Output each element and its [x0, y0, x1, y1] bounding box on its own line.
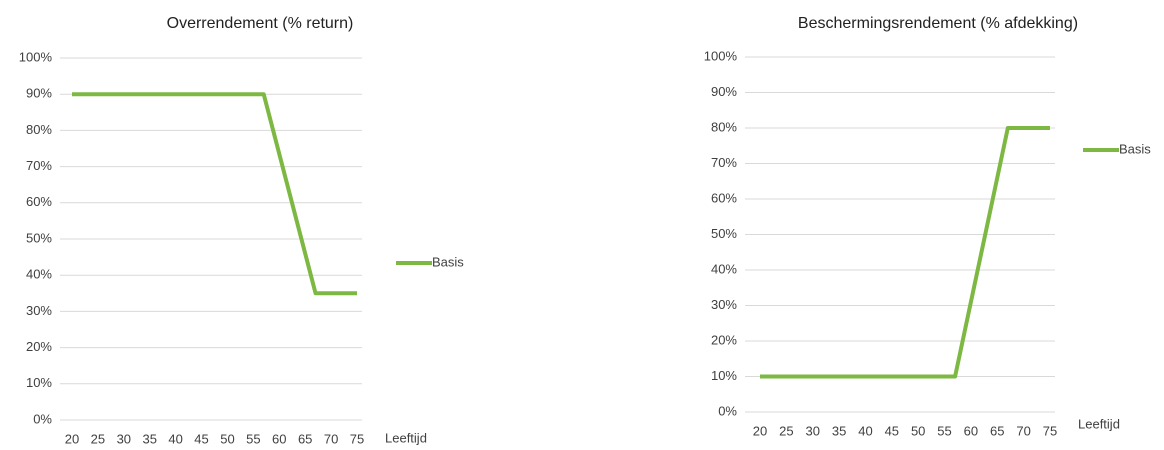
- x-tick-label: 65: [298, 431, 312, 446]
- x-tick-label: 75: [1043, 423, 1057, 438]
- y-tick-label: 0%: [33, 411, 52, 426]
- x-tick-label: 30: [805, 423, 819, 438]
- x-tick-label: 75: [350, 431, 364, 446]
- y-tick-label: 90%: [711, 84, 737, 99]
- y-tick-label: 10%: [26, 375, 52, 390]
- y-tick-label: 70%: [711, 155, 737, 170]
- data-line: [760, 126, 1050, 379]
- y-tick-label: 0%: [718, 403, 737, 418]
- x-tick-label: 20: [753, 423, 767, 438]
- x-tick-label: 60: [272, 431, 286, 446]
- x-tick-label: 45: [194, 431, 208, 446]
- y-tick-label: 40%: [26, 267, 52, 282]
- legend-label: Basis: [432, 254, 464, 269]
- y-tick-label: 50%: [26, 230, 52, 245]
- x-tick-label: 20: [65, 431, 79, 446]
- legend-label: Basis: [1119, 141, 1151, 156]
- y-tick-label: 20%: [26, 339, 52, 354]
- x-tick-label: 55: [937, 423, 951, 438]
- x-tick-label: 45: [885, 423, 899, 438]
- x-tick-label: 50: [220, 431, 234, 446]
- x-axis-label: Leeftijd: [1078, 416, 1120, 431]
- y-tick-label: 60%: [711, 190, 737, 205]
- x-tick-label: 25: [91, 431, 105, 446]
- y-tick-label: 70%: [26, 158, 52, 173]
- y-tick-label: 10%: [711, 368, 737, 383]
- x-tick-label: 60: [964, 423, 978, 438]
- x-tick-label: 35: [832, 423, 846, 438]
- x-tick-label: 55: [246, 431, 260, 446]
- data-line: [72, 92, 357, 296]
- x-axis-label: Leeftijd: [385, 430, 427, 445]
- x-tick-label: 40: [168, 431, 182, 446]
- x-tick-label: 65: [990, 423, 1004, 438]
- y-tick-label: 30%: [26, 303, 52, 318]
- y-tick-label: 80%: [711, 119, 737, 134]
- y-tick-label: 90%: [26, 86, 52, 101]
- y-tick-label: 80%: [26, 122, 52, 137]
- x-tick-label: 35: [142, 431, 156, 446]
- x-tick-label: 50: [911, 423, 925, 438]
- y-tick-label: 20%: [711, 332, 737, 347]
- y-tick-label: 100%: [704, 48, 738, 63]
- x-tick-label: 25: [779, 423, 793, 438]
- chart-title: Beschermingsrendement (% afdekking): [798, 15, 1078, 32]
- y-tick-label: 60%: [26, 194, 52, 209]
- x-tick-label: 30: [117, 431, 131, 446]
- chart-title: Overrendement (% return): [167, 15, 354, 32]
- y-tick-label: 40%: [711, 261, 737, 276]
- y-tick-label: 30%: [711, 297, 737, 312]
- y-tick-label: 100%: [19, 49, 53, 64]
- x-tick-label: 70: [324, 431, 338, 446]
- x-tick-label: 40: [858, 423, 872, 438]
- y-tick-label: 50%: [711, 226, 737, 241]
- x-tick-label: 70: [1016, 423, 1030, 438]
